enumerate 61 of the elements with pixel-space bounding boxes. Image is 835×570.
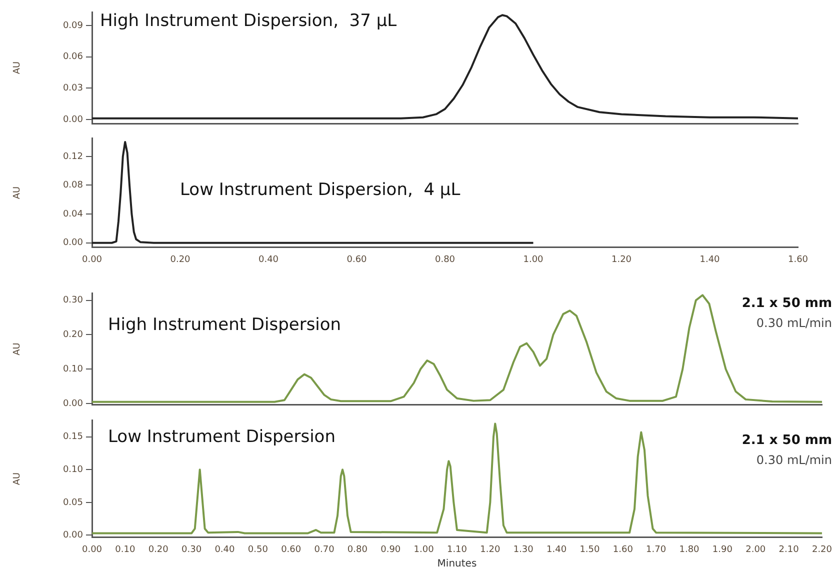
- x-tick-label: 0.70: [314, 544, 335, 555]
- x-tick-label: 0.00: [82, 544, 102, 555]
- annotation: Low Instrument Dispersion, 4 µL: [180, 180, 461, 200]
- x-tick-label: 1.00: [523, 254, 544, 265]
- x-tick-label: 1.40: [546, 544, 567, 555]
- x-tick-label: 2.20: [812, 544, 832, 555]
- x-tick-label: 1.70: [646, 544, 666, 555]
- x-tick-label: 0.20: [170, 254, 191, 265]
- y-tick-label: 0.30: [62, 296, 84, 306]
- y-axis-title: AU: [12, 186, 23, 200]
- x-tick-label: 1.20: [611, 254, 632, 265]
- y-tick-label: 0.00: [62, 114, 84, 125]
- y-tick-label: 0.05: [62, 498, 83, 508]
- x-tick-label: 1.60: [612, 544, 634, 555]
- x-tick-label: 1.30: [513, 544, 534, 555]
- y-tick-label: 0.12: [62, 152, 83, 162]
- y-tick-label: 0.03: [62, 83, 83, 94]
- y-tick-label: 0.00: [62, 238, 84, 248]
- x-tick-label: 0.50: [248, 544, 268, 555]
- x-tick-label: 1.80: [679, 544, 700, 555]
- x-tick-label: 0.90: [380, 544, 401, 555]
- y-tick-label: 0.10: [62, 464, 84, 475]
- y-tick-label: 0.10: [62, 364, 84, 374]
- x-tick-label: 0.80: [347, 544, 368, 555]
- x-tick-label: 0.20: [148, 544, 169, 555]
- x-tick-label: 0.40: [258, 254, 279, 265]
- annotation: 2.1 x 50 mm: [742, 433, 832, 448]
- x-tick-label: 0.10: [115, 544, 136, 555]
- y-tick-label: 0.06: [62, 52, 84, 62]
- x-tick-label: 2.00: [746, 544, 766, 555]
- x-tick-label: 0.60: [346, 254, 368, 265]
- annotation: High Instrument Dispersion: [108, 315, 342, 335]
- annotation: Low Instrument Dispersion: [108, 427, 336, 447]
- x-tick-label: 1.40: [700, 254, 720, 265]
- annotation: High Instrument Dispersion, 37 µL: [100, 11, 398, 31]
- x-tick-label: 1.90: [712, 544, 733, 555]
- y-axis-title: AU: [12, 61, 23, 74]
- y-axis-title: AU: [12, 472, 23, 486]
- y-tick-label: 0.00: [62, 398, 84, 409]
- y-tick-label: 0.00: [62, 530, 84, 541]
- y-tick-label: 0.09: [62, 20, 84, 31]
- x-axis-title: Minutes: [437, 558, 477, 570]
- x-tick-label: 0.00: [82, 254, 102, 265]
- y-axis-title: AU: [12, 342, 23, 356]
- x-tick-label: 0.40: [214, 544, 236, 555]
- x-tick-label: 1.00: [414, 544, 434, 555]
- x-tick-label: 1.50: [580, 544, 600, 555]
- x-tick-label: 0.60: [281, 544, 302, 555]
- y-tick-label: 0.08: [62, 180, 84, 191]
- y-tick-label: 0.04: [62, 209, 84, 220]
- y-tick-label: 0.20: [62, 330, 84, 340]
- x-tick-label: 0.80: [434, 254, 456, 265]
- annotation: 0.30 mL/min: [756, 316, 832, 330]
- x-tick-label: 1.60: [788, 254, 808, 265]
- x-tick-label: 1.20: [480, 544, 500, 555]
- x-tick-label: 0.30: [182, 544, 202, 555]
- x-tick-label: 2.10: [778, 544, 800, 555]
- annotation: 0.30 mL/min: [756, 453, 832, 467]
- y-tick-label: 0.15: [62, 432, 83, 442]
- x-tick-label: 1.10: [446, 544, 468, 555]
- annotation: 2.1 x 50 mm: [742, 296, 832, 311]
